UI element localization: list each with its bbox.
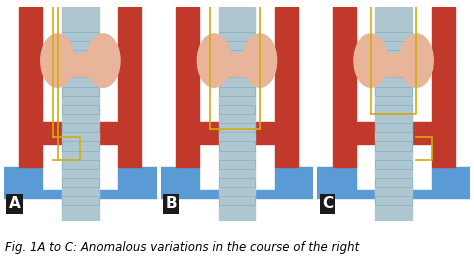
Polygon shape — [333, 7, 356, 167]
Polygon shape — [409, 121, 432, 145]
Polygon shape — [356, 121, 378, 145]
Text: B: B — [165, 197, 177, 212]
Polygon shape — [401, 167, 470, 198]
Polygon shape — [42, 121, 65, 145]
Ellipse shape — [354, 34, 388, 87]
Polygon shape — [19, 7, 42, 167]
Ellipse shape — [400, 34, 433, 87]
Polygon shape — [62, 7, 99, 221]
Polygon shape — [275, 7, 298, 167]
Polygon shape — [161, 7, 313, 221]
Polygon shape — [176, 7, 199, 167]
Text: Fig. 1A to C: Anomalous variations in the course of the right: Fig. 1A to C: Anomalous variations in th… — [5, 241, 359, 254]
Polygon shape — [199, 121, 222, 145]
Polygon shape — [4, 167, 65, 198]
Text: C: C — [322, 197, 333, 212]
Polygon shape — [432, 7, 455, 167]
Polygon shape — [96, 121, 118, 145]
Text: A: A — [9, 197, 20, 212]
Polygon shape — [219, 7, 255, 221]
Bar — [219, 53, 255, 76]
Polygon shape — [88, 167, 156, 198]
Ellipse shape — [243, 34, 277, 87]
Polygon shape — [161, 167, 222, 198]
Polygon shape — [375, 7, 412, 221]
Polygon shape — [118, 7, 141, 167]
Polygon shape — [318, 167, 378, 198]
Polygon shape — [252, 121, 275, 145]
Polygon shape — [4, 7, 156, 221]
Ellipse shape — [41, 34, 74, 87]
Bar — [375, 53, 412, 76]
Bar — [62, 53, 99, 76]
Polygon shape — [245, 167, 313, 198]
Ellipse shape — [86, 34, 120, 87]
Ellipse shape — [197, 34, 231, 87]
Polygon shape — [318, 7, 470, 221]
